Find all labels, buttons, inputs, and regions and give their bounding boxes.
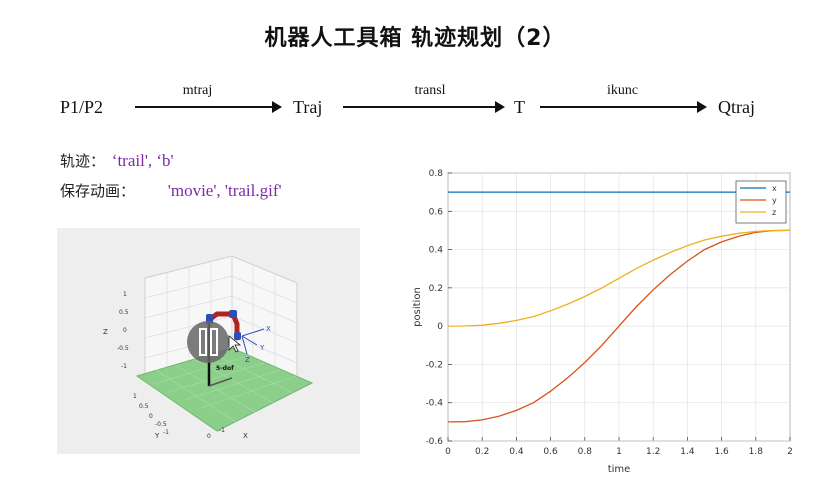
node-p1p2: P1/P2: [60, 97, 104, 117]
y-tick: 1: [133, 393, 137, 400]
slide-title: 机器人工具箱 轨迹规划（2）: [264, 26, 566, 51]
x-tick-label: 0.2: [475, 447, 489, 457]
x-tick-label: 1.8: [749, 447, 764, 457]
chart-series: [447, 191, 791, 423]
x-tick-labels: 0 0.2 0.4 0.6 0.8 1 1.2 1.4 1.6 1.8 2: [445, 447, 793, 457]
series-line-z: [447, 229, 791, 327]
chart-legend: xyz: [735, 180, 787, 224]
x-tick-label: 0.4: [509, 447, 524, 457]
save-animation-value: 'movie', 'trail.gif': [167, 181, 282, 200]
robot-simulation-view[interactable]: 1 0.5 0 -0.5 -1 Z 1 0.5 0 -0.5 -1 Y 0 -1…: [57, 228, 360, 454]
x-tick-label: 1.6: [714, 447, 729, 457]
x-tick-label: 0.6: [543, 447, 558, 457]
chart-grid: [447, 172, 791, 442]
position-time-chart: 0 0.2 0.4 0.6 0.8 1 1.2 1.4 1.6 1.8 2 0.8 0.6 0.4 0.2…: [400, 160, 810, 476]
y-tick-label: -0.4: [425, 399, 443, 409]
y-axis-label: Y: [154, 432, 160, 440]
y-tick: 0: [149, 413, 153, 420]
y-tick-label: -0.6: [425, 437, 443, 447]
edge-label-ikunc: ikunc: [606, 83, 639, 98]
pause-icon[interactable]: [187, 321, 229, 363]
frame-labels: X Y Z: [245, 325, 271, 364]
z-axis-label: Z: [103, 328, 108, 336]
y-tick-label: 0.2: [429, 284, 443, 294]
edge-label-mtraj: mtraj: [182, 83, 213, 98]
robot-joint: [229, 310, 237, 318]
legend-label-x: x: [772, 184, 777, 193]
x-tick: 0: [207, 433, 211, 440]
robot-name-label: 5-dof: [216, 365, 234, 372]
z-tick: 0: [123, 327, 127, 334]
y-tick-label: -0.2: [425, 360, 443, 370]
trajectory-param-row: 轨迹： ‘trail', ‘b': [60, 150, 174, 171]
floor-grid: [152, 353, 297, 423]
y-axis-title: position: [412, 287, 423, 327]
y-tick-label: 0: [437, 322, 443, 332]
x-axis-ticks: 0 -1: [207, 427, 225, 440]
robot-3d-plot: 1 0.5 0 -0.5 -1 Z 1 0.5 0 -0.5 -1 Y 0 -1…: [103, 255, 314, 440]
y-tick: -1: [163, 429, 169, 436]
chart-svg: 0 0.2 0.4 0.6 0.8 1 1.2 1.4 1.6 1.8 2 0.8 0.6 0.4 0.2…: [412, 169, 793, 475]
z-axis-ticks: 1 0.5 0 -0.5 -1: [117, 291, 129, 370]
end-effector-frame: [241, 328, 265, 355]
series-line-y: [447, 229, 791, 423]
y-tick-labels: 0.8 0.6 0.4 0.2 0 -0.2 -0.4 -0.6: [425, 169, 443, 447]
x-tick-label: 1: [616, 447, 622, 457]
node-traj: Traj: [293, 97, 323, 117]
frame-x-label: X: [266, 325, 271, 333]
x-axis-title: time: [608, 464, 631, 475]
pipeline-diagram: P1/P2 mtraj Traj transl T ikunc Qtraj: [0, 0, 830, 140]
arrow-mtraj: [135, 101, 282, 113]
legend-label-y: y: [772, 196, 777, 205]
robot-shadow: [208, 377, 233, 387]
y-tick: -0.5: [155, 421, 167, 428]
arrow-ikunc: [540, 101, 707, 113]
legend-box: [735, 180, 787, 224]
y-tick-label: 0.4: [429, 246, 444, 256]
hand-cursor-icon: [228, 335, 242, 353]
save-animation-label: 保存动画：: [60, 182, 136, 200]
y-tick-label: 0.8: [429, 169, 444, 179]
save-animation-row: 保存动画： 'movie', 'trail.gif': [60, 180, 282, 201]
robot-joint: [234, 332, 241, 340]
y-axis-ticks: 1 0.5 0 -0.5 -1: [133, 393, 169, 436]
node-qtraj: Qtraj: [718, 97, 755, 117]
trajectory-label: 轨迹：: [60, 152, 106, 170]
node-t: T: [514, 97, 525, 117]
x-tick-label: 0.8: [578, 447, 593, 457]
x-tick-label: 2: [787, 447, 793, 457]
z-tick: 1: [123, 291, 127, 298]
y-tick: 0.5: [139, 403, 149, 410]
x-tick-label: 1.2: [646, 447, 660, 457]
y-tick-label: 0.6: [429, 207, 444, 217]
edge-label-transl: transl: [414, 83, 446, 98]
trajectory-value: ‘trail', ‘b': [111, 151, 174, 170]
z-tick: -0.5: [117, 345, 129, 352]
z-tick: 0.5: [119, 309, 129, 316]
x-tick: -1: [219, 427, 225, 434]
arrow-transl: [343, 101, 505, 113]
x-axis-label: X: [243, 432, 248, 440]
frame-z-label: Z: [245, 356, 250, 364]
z-tick: -1: [121, 363, 127, 370]
x-tick-label: 0: [445, 447, 451, 457]
legend-label-z: z: [772, 208, 776, 217]
frame-y-label: Y: [259, 344, 265, 352]
x-tick-label: 1.4: [680, 447, 695, 457]
